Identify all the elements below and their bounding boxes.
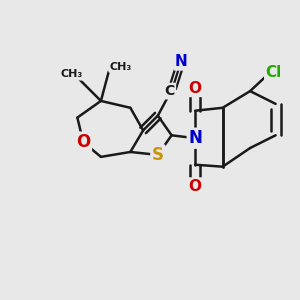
Text: C: C (164, 84, 175, 98)
Text: O: O (189, 179, 202, 194)
Text: O: O (189, 81, 202, 96)
Text: CH₃: CH₃ (60, 69, 82, 80)
Text: O: O (76, 133, 90, 151)
Text: S: S (152, 146, 164, 164)
Text: N: N (175, 54, 188, 69)
Text: CH₃: CH₃ (110, 61, 132, 72)
Text: N: N (188, 129, 202, 147)
Text: Cl: Cl (266, 65, 282, 80)
